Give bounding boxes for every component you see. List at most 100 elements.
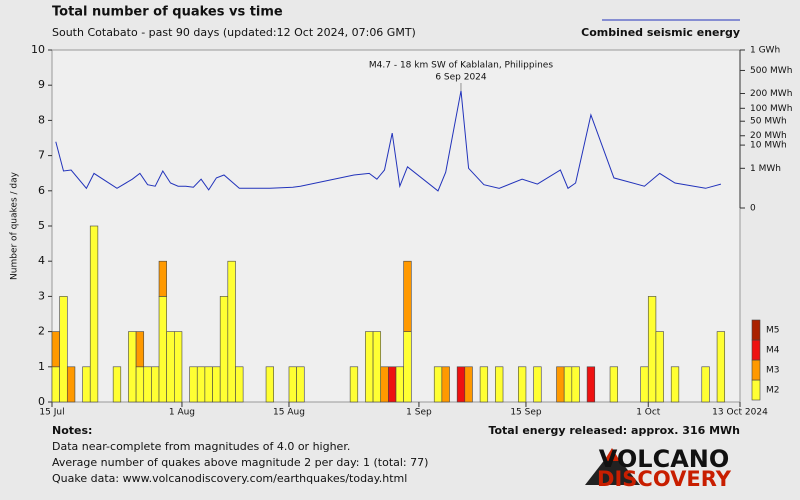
bar-segment: [586, 366, 596, 403]
bar-segment: [456, 366, 466, 403]
y2-tick-label: 10 MWh: [750, 141, 787, 151]
y2-tick-label: 500 MWh: [750, 66, 792, 76]
bar-segment: [495, 366, 504, 403]
bar-segment: [128, 331, 137, 403]
bar-segment: [479, 366, 489, 403]
energy-legend-label: Combined seismic energy: [581, 26, 740, 39]
note-line: Average number of quakes above magnitude…: [52, 456, 428, 469]
bar-segment: [89, 225, 99, 403]
legend-swatch: [751, 339, 761, 361]
legend-swatch: [751, 359, 761, 381]
bar-segment: [158, 296, 167, 403]
bar-segment: [640, 366, 649, 403]
x-tick-label: 1 Aug: [169, 408, 195, 418]
bar-segment: [135, 366, 145, 403]
bar-segment: [174, 331, 183, 403]
notes-title: Notes:: [52, 424, 92, 437]
bar-segment: [349, 366, 359, 403]
y-tick-label: 3: [38, 289, 45, 302]
x-tick-label: 1 Sep: [406, 408, 432, 418]
bar-segment: [563, 366, 573, 403]
bar-segment: [51, 366, 60, 403]
bar-segment: [112, 366, 122, 403]
bar-segment: [395, 366, 404, 403]
bar-segment: [265, 366, 274, 403]
y-tick-label: 8: [38, 113, 45, 126]
bar-segment: [518, 366, 527, 403]
logo-icon: [585, 458, 640, 485]
x-tick-label: 15 Sep: [510, 408, 542, 418]
bar-segment: [204, 366, 213, 403]
y2-tick-label: 100 MWh: [750, 104, 792, 114]
bar-segment: [433, 366, 443, 403]
logo-icon: [604, 448, 620, 461]
legend-swatch: [751, 319, 761, 341]
y-tick-label: 5: [38, 219, 45, 232]
bar-segment: [227, 260, 236, 403]
bar-segment: [716, 331, 726, 403]
y2-tick-label: 0: [750, 204, 756, 214]
chart-title: Total number of quakes vs time: [52, 5, 283, 20]
y-axis-label: Number of quakes / day: [10, 171, 20, 280]
y-tick-label: 10: [31, 43, 45, 56]
legend-swatch: [751, 379, 761, 401]
bar-segment: [219, 296, 229, 403]
y2-tick-label: 20 MWh: [750, 131, 787, 141]
bar-segment: [701, 366, 710, 403]
y2-tick-label: 200 MWh: [750, 89, 792, 99]
bar-segment: [151, 366, 160, 403]
bar-segment: [66, 366, 76, 403]
bar-segment: [365, 331, 374, 403]
annotation-text: M4.7 - 18 km SW of Kablalan, Philippines: [369, 61, 553, 71]
bar-segment: [609, 366, 618, 403]
bar-segment: [288, 366, 297, 403]
bar-segment: [655, 331, 664, 403]
bar-segment: [59, 296, 68, 403]
bar-segment: [403, 260, 412, 332]
bar-segment: [296, 366, 305, 403]
bar-segment: [533, 366, 542, 403]
bar-segment: [235, 366, 244, 403]
legend-label: M2: [766, 386, 780, 396]
energy-line: [55, 90, 722, 192]
note-line: Quake data: www.volcanodiscovery.com/ear…: [52, 472, 407, 485]
annotation-text: 6 Sep 2024: [435, 73, 487, 83]
legend-label: M4: [766, 346, 780, 356]
bar-segment: [388, 366, 397, 403]
x-tick-label: 15 Jul: [39, 408, 64, 418]
bar-segment: [441, 366, 450, 403]
bar-segment: [372, 331, 382, 403]
plot-area: [51, 49, 741, 403]
bar-segment: [670, 366, 680, 403]
bar-segment: [189, 366, 198, 403]
chart-subtitle: South Cotabato - past 90 days (updated:1…: [52, 26, 416, 39]
bar-segment: [571, 366, 580, 403]
bar-segment: [51, 331, 60, 368]
logo-text: VOLCANO: [599, 445, 730, 473]
bar-segment: [464, 366, 473, 403]
bar-segment: [143, 366, 152, 403]
bar-segment: [135, 331, 145, 368]
y-tick-label: 0: [38, 395, 45, 408]
legend-label: M5: [766, 326, 780, 336]
legend-label: M3: [766, 366, 780, 376]
y2-tick-label: 1 GWh: [750, 46, 780, 56]
total-energy: Total energy released: approx. 316 MWh: [488, 424, 740, 437]
bar-segment: [166, 331, 175, 403]
bar-segment: [212, 366, 221, 403]
bar-segment: [556, 366, 565, 403]
bar-segment: [403, 331, 412, 403]
bar-segment: [158, 260, 167, 297]
y-tick-label: 6: [38, 184, 45, 197]
bar-segment: [380, 366, 389, 403]
y-tick-label: 7: [38, 149, 45, 162]
y-tick-label: 4: [38, 254, 45, 267]
x-tick-label: 15 Aug: [273, 408, 305, 418]
bar-segment: [647, 296, 657, 403]
y-tick-label: 1: [38, 360, 45, 373]
x-tick-label: 13 Oct 2024: [712, 408, 768, 418]
y-tick-label: 2: [38, 325, 45, 338]
y-tick-label: 9: [38, 78, 45, 91]
